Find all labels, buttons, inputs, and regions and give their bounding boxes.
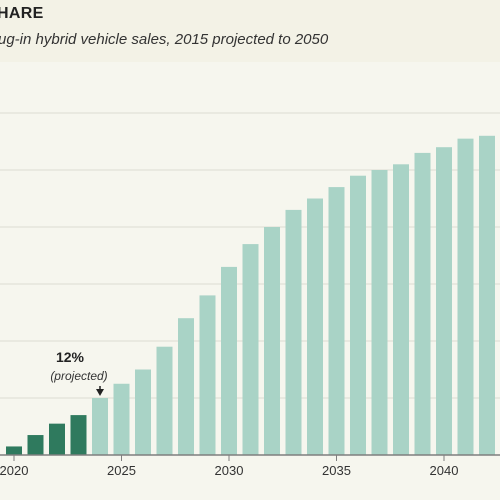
bar-projected — [479, 135, 495, 456]
bar-actual — [70, 415, 87, 455]
bar-projected — [113, 383, 130, 455]
bar-projected — [393, 164, 409, 456]
annotation-note: (projected) — [50, 369, 107, 383]
projection-annotation: 12% (projected) — [50, 349, 108, 396]
chart-title: HARE — [0, 5, 44, 22]
x-tick-label: 2035 — [322, 463, 351, 478]
bar-projected — [457, 138, 474, 455]
bar-actual — [27, 435, 44, 455]
x-tick-label: 2040 — [430, 463, 459, 478]
chart-header: HARE ug-in hybrid vehicle sales, 2015 pr… — [0, 0, 500, 62]
bar-projected — [92, 398, 108, 455]
bar-projected — [156, 346, 173, 455]
bar-projected — [371, 170, 388, 455]
bar-projected — [221, 266, 237, 455]
bar-projected — [135, 369, 151, 455]
chart-subtitle: ug-in hybrid vehicle sales, 2015 project… — [0, 31, 329, 48]
annotation-value: 12% — [56, 349, 85, 365]
x-tick-label: 2020 — [0, 463, 28, 478]
bar-projected — [285, 209, 302, 455]
bar-projected — [328, 187, 345, 455]
x-tick-label: 2025 — [107, 463, 136, 478]
x-axis-ticks: 2020 2025 2030 2035 2040 — [0, 455, 458, 478]
bar-projected — [264, 227, 280, 455]
bar-actual — [49, 423, 65, 455]
bar-actual — [6, 446, 22, 455]
bar-projected — [242, 244, 259, 455]
bar-projected — [199, 295, 216, 455]
bar-projected — [178, 318, 194, 455]
x-tick-label: 2030 — [215, 463, 244, 478]
bar-projected — [307, 198, 323, 455]
annotation-arrow-head — [96, 389, 104, 396]
bar-projected — [414, 152, 431, 455]
bar-projected — [350, 175, 366, 455]
bar-projected — [436, 147, 452, 455]
bars — [6, 135, 495, 456]
